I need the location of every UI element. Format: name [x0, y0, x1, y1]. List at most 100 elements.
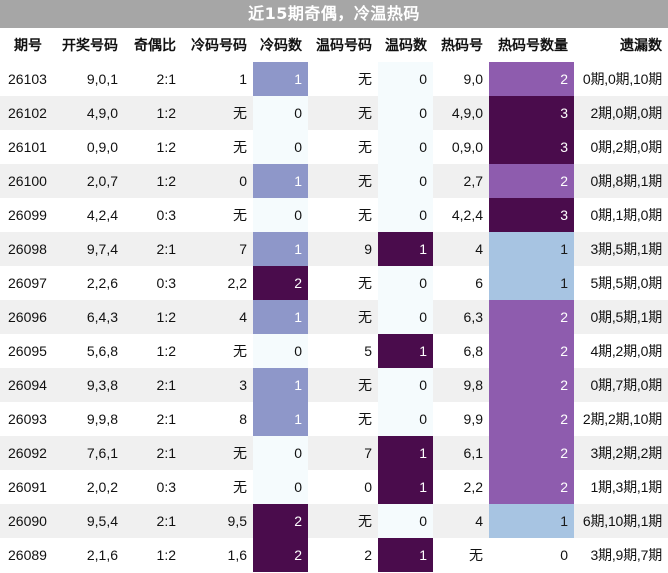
cell-issue: 26098	[0, 232, 56, 266]
table-row: 26097 2,2,6 0:3 2,2 2 无 0 6 1 5期,5期,0期	[0, 266, 668, 300]
cell-odd-even-ratio: 1:2	[124, 300, 182, 334]
cell-hot-count: 2	[489, 300, 574, 334]
cell-odd-even-ratio: 2:1	[156, 71, 176, 87]
cell-warm-numbers: 0	[364, 479, 372, 495]
cell-hot-count: 2	[489, 62, 574, 96]
cell-issue: 26094	[0, 368, 56, 402]
table-row: 26095 5,6,8 1:2 无 0 5 1 6,8 2 4期,2期,0期	[0, 334, 668, 368]
cell-warm-numbers: 7	[308, 436, 378, 470]
cell-cold-count: 0	[253, 436, 308, 470]
cell-hot-numbers: 6	[475, 275, 483, 291]
header-hot-count: 热码号数量	[489, 28, 574, 62]
cell-cold-numbers: 无	[233, 343, 247, 359]
cell-omission: 4期,2期,0期	[590, 343, 662, 359]
cell-omission: 0期,8期,1期	[574, 164, 668, 198]
cell-draw-numbers: 2,0,7	[56, 164, 124, 198]
cell-hot-count: 1	[489, 232, 574, 266]
cell-hot-count: 0	[560, 547, 568, 563]
table-row: 26091 2,0,2 0:3 无 0 0 1 2,2 2 1期,3期,1期	[0, 470, 668, 504]
cell-issue: 26102	[0, 96, 56, 130]
cell-warm-count: 0	[378, 300, 433, 334]
table-row: 26102 4,9,0 1:2 无 0 无 0 4,9,0 3 2期,0期,0期	[0, 96, 668, 130]
cell-warm-count: 0	[378, 164, 433, 198]
cell-issue: 26093	[8, 411, 47, 427]
cell-odd-even-ratio: 2:1	[124, 232, 182, 266]
cell-warm-count: 0	[378, 198, 433, 232]
cell-cold-numbers: 无	[233, 479, 247, 495]
cell-hot-count: 2	[489, 164, 574, 198]
cell-warm-count: 1	[378, 232, 433, 266]
cell-hot-count: 2	[489, 470, 574, 504]
cell-issue: 26091	[8, 479, 47, 495]
cell-hot-count: 2	[489, 436, 574, 470]
cell-warm-numbers: 9	[308, 232, 378, 266]
cell-hot-numbers: 6,3	[433, 300, 489, 334]
cell-cold-numbers: 无	[182, 96, 253, 130]
cell-hot-numbers: 9,0	[463, 71, 483, 87]
cell-warm-numbers: 无	[308, 504, 378, 538]
cell-omission: 0期,0期,10期	[582, 71, 662, 87]
table-row: 26098 9,7,4 2:1 7 1 9 1 4 1 3期,5期,1期	[0, 232, 668, 266]
cell-warm-count: 0	[378, 402, 433, 436]
cell-hot-numbers: 4,2,4	[451, 207, 483, 223]
cell-omission: 6期,10期,1期	[574, 504, 668, 538]
cell-omission: 0期,7期,0期	[574, 368, 668, 402]
cell-omission: 3期,2期,2期	[574, 436, 668, 470]
header-issue: 期号	[0, 28, 56, 62]
cell-omission: 0期,2期,0期	[590, 139, 662, 155]
cell-cold-numbers: 8	[239, 411, 247, 427]
cell-odd-even-ratio: 1:2	[156, 547, 176, 563]
cell-warm-numbers: 无	[308, 368, 378, 402]
cell-cold-numbers: 无	[233, 139, 247, 155]
cell-warm-numbers: 无	[358, 71, 372, 87]
stats-table: 期号 开奖号码 奇偶比 冷码号码 冷码数 温码号码 温码数 热码号 热码号数量 …	[0, 28, 668, 572]
cell-draw-numbers: 9,5,4	[56, 504, 124, 538]
cell-issue: 26089	[8, 547, 47, 563]
cell-warm-count: 1	[378, 334, 433, 368]
cell-issue: 26101	[8, 139, 47, 155]
cell-cold-numbers: 9,5	[182, 504, 253, 538]
cell-odd-even-ratio: 2:1	[124, 436, 182, 470]
header-cold-numbers: 冷码号码	[182, 28, 253, 62]
header-cold-count: 冷码数	[253, 28, 308, 62]
cell-odd-even-ratio: 1:2	[124, 96, 182, 130]
cell-draw-numbers: 0,9,0	[86, 139, 118, 155]
cell-hot-numbers: 4	[433, 504, 489, 538]
cell-issue: 26100	[0, 164, 56, 198]
cell-issue: 26095	[8, 343, 47, 359]
cell-cold-count: 1	[253, 232, 308, 266]
table-row: 26100 2,0,7 1:2 0 1 无 0 2,7 2 0期,8期,1期	[0, 164, 668, 198]
header-odd-even-ratio: 奇偶比	[124, 28, 182, 62]
cell-hot-count: 3	[489, 130, 574, 164]
table-row: 26090 9,5,4 2:1 9,5 2 无 0 4 1 6期,10期,1期	[0, 504, 668, 538]
header-warm-count: 温码数	[378, 28, 433, 62]
cell-omission: 2期,0期,0期	[574, 96, 668, 130]
cell-hot-count: 1	[489, 266, 574, 300]
cell-omission: 2期,2期,10期	[582, 411, 662, 427]
table-row: 26099 4,2,4 0:3 无 0 无 0 4,2,4 3 0期,1期,0期	[0, 198, 668, 232]
cell-draw-numbers: 9,7,4	[56, 232, 124, 266]
cell-omission: 3期,9期,7期	[590, 547, 662, 563]
cell-warm-count: 0	[378, 130, 433, 164]
cell-odd-even-ratio: 2:1	[124, 368, 182, 402]
cell-omission: 5期,5期,0期	[590, 275, 662, 291]
cell-draw-numbers: 5,6,8	[86, 343, 118, 359]
cell-hot-count: 1	[489, 504, 574, 538]
cell-odd-even-ratio: 0:3	[156, 479, 176, 495]
cell-issue: 26099	[8, 207, 47, 223]
cell-cold-numbers: 无	[182, 436, 253, 470]
cell-draw-numbers: 9,3,8	[56, 368, 124, 402]
cell-cold-numbers: 4	[182, 300, 253, 334]
cell-draw-numbers: 6,4,3	[56, 300, 124, 334]
cell-hot-numbers: 4	[433, 232, 489, 266]
cell-hot-numbers: 2,7	[433, 164, 489, 198]
cell-cold-numbers: 7	[182, 232, 253, 266]
header-warm-numbers: 温码号码	[308, 28, 378, 62]
cell-warm-count: 0	[378, 96, 433, 130]
cell-cold-count: 1	[253, 368, 308, 402]
cell-cold-count: 0	[253, 96, 308, 130]
cell-warm-numbers: 无	[358, 207, 372, 223]
cell-warm-count: 0	[378, 504, 433, 538]
cell-omission: 0期,5期,1期	[574, 300, 668, 334]
